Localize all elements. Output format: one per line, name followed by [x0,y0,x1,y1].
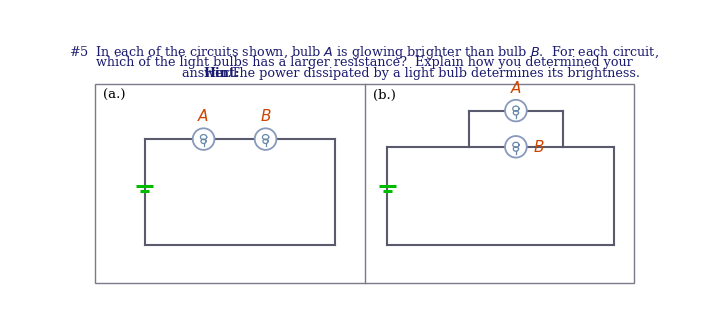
Text: $\mathit{A}$: $\mathit{A}$ [198,109,210,124]
Text: #5  In each of the circuits shown, bulb $\mathit{A}$ is glowing brighter than bu: #5 In each of the circuits shown, bulb $… [69,45,659,61]
Bar [95,84,634,283]
Text: $\mathit{B}$: $\mathit{B}$ [260,109,272,124]
Circle shape [193,128,215,150]
Text: (b.): (b.) [373,89,395,102]
Text: The power dissipated by a light bulb determines its brightness.: The power dissipated by a light bulb det… [227,68,640,81]
Text: (a.): (a.) [103,89,125,102]
Circle shape [505,100,527,122]
Text: which of the light bulbs has a larger resistance?  Explain how you determined yo: which of the light bulbs has a larger re… [95,56,632,69]
Text: answer.: answer. [182,68,240,81]
Circle shape [255,128,277,150]
Text: Hint:: Hint: [203,68,240,81]
Text: $\mathit{A}$: $\mathit{A}$ [510,80,522,96]
Circle shape [505,136,527,158]
Text: $\mathit{B}$: $\mathit{B}$ [533,139,545,155]
